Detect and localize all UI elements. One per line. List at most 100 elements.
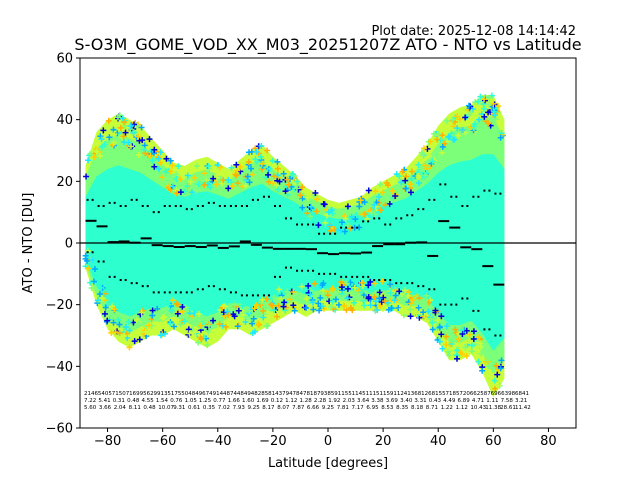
scatter-point [192,174,199,181]
scatter-point [228,164,235,171]
scatter-point [361,302,368,309]
bin-stat-text: 4.71 [472,398,484,404]
scatter-point [452,326,459,333]
bin-stat-text: 10.07 [158,405,174,411]
scatter-point [486,374,493,381]
scatter-point [135,152,142,159]
scatter-point [448,340,455,347]
scatter-point [295,298,302,305]
bin-stat-text: 3.69 [386,398,399,404]
scatter-point [135,320,142,327]
scatter-point [429,319,436,326]
bin-stat-text: 6.89 [458,398,471,404]
scatter-point [207,184,214,191]
scatter-point [450,345,457,352]
scatter-point [138,309,145,316]
scatter-point [233,161,240,168]
scatter-point [286,296,293,303]
scatter-point [121,332,128,339]
bin-stat-text: 4967 [195,391,209,397]
scatter-point [255,320,262,327]
scatter-point [409,297,416,304]
scatter-point [91,265,98,272]
scatter-point [293,185,300,192]
bin-stat-text: 0.43 [429,398,442,404]
bin-stat-text: 3.64 [357,398,370,404]
scatter-point [344,295,351,302]
scatter-point [389,188,396,195]
scatter-point [264,160,271,167]
scatter-point [491,377,498,384]
scatter-point [170,183,177,190]
bin-stat-text: 2.28 [314,398,327,404]
scatter-point [481,113,488,120]
scatter-point [259,296,266,303]
scatter-point [449,116,456,123]
scatter-point [270,162,277,169]
scatter-point [85,157,92,164]
scatter-point [121,139,128,146]
scatter-point [232,301,239,308]
scatter-point [217,164,224,171]
scatter-point [188,189,195,196]
scatter-point [320,200,327,207]
scatter-point [455,132,462,139]
scatter-point [149,157,156,164]
scatter-point [239,302,246,309]
scatter-point [187,178,194,185]
scatter-point [323,301,330,308]
scatter-point [441,140,448,147]
scatter-point [372,280,379,287]
bin-stat-text: 8.71 [426,405,438,411]
bin-stat-text: 8.35 [396,405,409,411]
scatter-point [402,287,409,294]
scatter-point [186,330,193,337]
scatter-point [299,204,306,211]
scatter-point [358,279,365,286]
scatter-point [149,312,156,319]
scatter-point [146,322,153,329]
bin-stat-text: 10.43 [470,405,486,411]
scatter-point [182,306,189,313]
scatter-point [450,123,457,130]
scatter-point [450,136,457,143]
scatter-point [161,330,168,337]
bin-stat-text: 0.61 [188,405,200,411]
scatter-point [342,215,349,222]
x-tick-label: −80 [94,434,121,449]
scatter-point [402,185,409,192]
scatter-point [110,139,117,146]
scatter-point [458,351,465,358]
scatter-point [398,305,405,312]
scatter-point [339,219,346,226]
bin-stat-text: 4.55 [142,398,155,404]
scatter-point [422,172,429,179]
scatter-point [333,290,340,297]
scatter-point [486,101,493,108]
scatter-point [392,175,399,182]
scatter-point [276,178,283,185]
scatter-point [458,327,465,334]
scatter-point [382,298,389,305]
scatter-point [216,321,223,328]
scatter-point [284,288,291,295]
bin-stat-text: 1.05 [185,398,198,404]
scatter-point [177,176,184,183]
scatter-point [359,283,366,290]
scatter-point [398,179,405,186]
scatter-point [146,136,153,143]
scatter-point [225,312,232,319]
scatter-point [195,181,202,188]
chart-title: S-O3M_GOME_VOD_XX_M03_20251207Z ATO - NT… [74,35,581,55]
scatter-point [463,327,470,334]
scatter-point [242,182,249,189]
scatter-point [174,310,181,317]
scatter-point [120,133,127,140]
bin-stat-text: 5111 [362,391,376,397]
scatter-point [260,314,267,321]
scatter-point [307,291,314,298]
bin-stat-text: 7206 [459,391,473,397]
scatter-point [407,181,414,188]
scatter-point [101,141,108,148]
scatter-point [371,293,378,300]
